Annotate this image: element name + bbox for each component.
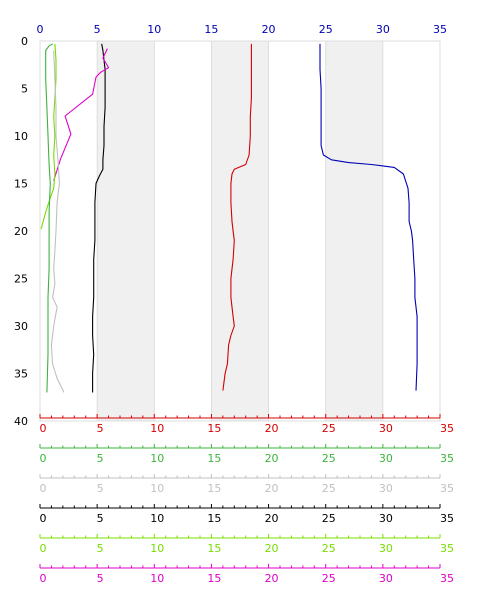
bottom-tick-label: 0 (40, 482, 47, 495)
series-line-6 (50, 50, 65, 393)
bottom-tick-label: 20 (265, 572, 279, 585)
bottom-axis-2: 0 5 10 15 20 25 30 35 (39, 474, 454, 495)
bottom-tick-label: 0 (40, 422, 47, 435)
bottom-tick-label: 25 (322, 422, 336, 435)
bottom-axis-4: 0 5 10 15 20 25 30 35 (39, 534, 454, 555)
left-tick-label: 5 (21, 83, 28, 96)
series-line-2 (92, 43, 106, 393)
bottom-axes: 0 5 10 15 20 25 30 35 0 5 10 15 20 25 30 35 0 5 10 15 20 25 30… (39, 414, 454, 585)
plot-frame (39, 40, 441, 422)
bottom-tick-label: 25 (322, 512, 336, 525)
top-tick-label: 10 (147, 23, 161, 36)
bottom-tick-label: 20 (265, 512, 279, 525)
bottom-tick-label: 30 (379, 422, 393, 435)
left-axis: 0 5 10 15 20 25 30 35 40 (14, 35, 28, 428)
bottom-tick-label: 35 (440, 422, 454, 435)
top-tick-label: 30 (376, 23, 390, 36)
bottom-tick-label: 20 (265, 422, 279, 435)
shaded-bands (96, 40, 384, 422)
bottom-tick-label: 25 (322, 482, 336, 495)
shaded-band-1 (211, 40, 269, 422)
bottom-tick-label: 30 (379, 452, 393, 465)
bottom-tick-label: 5 (97, 542, 104, 555)
left-tick-label: 30 (14, 320, 28, 333)
bottom-tick-label: 15 (207, 512, 221, 525)
bottom-tick-label: 10 (150, 422, 164, 435)
left-tick-label: 40 (14, 415, 28, 428)
bottom-tick-label: 30 (379, 482, 393, 495)
shaded-band-2 (325, 40, 384, 422)
bottom-axis-1: 0 5 10 15 20 25 30 35 (39, 444, 454, 465)
bottom-tick-label: 25 (322, 572, 336, 585)
series-line-0 (319, 43, 418, 391)
top-tick-label: 0 (37, 23, 44, 36)
top-tick-label: 5 (94, 23, 101, 36)
bottom-tick-label: 5 (97, 452, 104, 465)
left-tick-label: 15 (14, 178, 28, 191)
bottom-tick-label: 0 (40, 512, 47, 525)
top-tick-label: 25 (319, 23, 333, 36)
bottom-tick-label: 15 (207, 482, 221, 495)
bottom-tick-label: 35 (440, 512, 454, 525)
bottom-tick-label: 5 (97, 422, 104, 435)
bottom-tick-label: 15 (207, 542, 221, 555)
top-tick-label: 20 (262, 23, 276, 36)
bottom-tick-label: 30 (379, 512, 393, 525)
top-tick-label: 15 (204, 23, 218, 36)
bottom-tick-label: 5 (97, 482, 104, 495)
bottom-axis-3: 0 5 10 15 20 25 30 35 (39, 504, 454, 525)
left-tick-label: 0 (21, 35, 28, 48)
bottom-tick-label: 35 (440, 452, 454, 465)
bottom-tick-label: 35 (440, 572, 454, 585)
bottom-tick-label: 15 (207, 572, 221, 585)
bottom-tick-label: 15 (207, 422, 221, 435)
left-tick-label: 20 (14, 225, 28, 238)
bottom-tick-label: 25 (322, 542, 336, 555)
bottom-tick-label: 35 (440, 482, 454, 495)
bottom-tick-label: 20 (265, 542, 279, 555)
bottom-tick-label: 30 (379, 542, 393, 555)
bottom-axis-5: 0 5 10 15 20 25 30 35 (39, 564, 454, 585)
bottom-axis-0: 0 5 10 15 20 25 30 35 (39, 414, 454, 435)
bottom-tick-label: 10 (150, 572, 164, 585)
left-tick-label: 35 (14, 368, 28, 381)
left-tick-label: 25 (14, 273, 28, 286)
bottom-tick-label: 10 (150, 482, 164, 495)
bottom-tick-label: 10 (150, 542, 164, 555)
bottom-tick-label: 15 (207, 452, 221, 465)
bottom-tick-label: 35 (440, 542, 454, 555)
bottom-tick-label: 0 (40, 542, 47, 555)
bottom-tick-label: 25 (322, 452, 336, 465)
bottom-tick-label: 0 (40, 572, 47, 585)
bottom-tick-label: 5 (97, 512, 104, 525)
shaded-band-0 (96, 40, 155, 422)
bottom-tick-label: 5 (97, 572, 104, 585)
bottom-tick-label: 20 (265, 482, 279, 495)
series-line-1 (222, 43, 252, 391)
bottom-tick-label: 10 (150, 512, 164, 525)
bottom-tick-label: 30 (379, 572, 393, 585)
bottom-tick-label: 0 (40, 452, 47, 465)
left-tick-label: 10 (14, 130, 28, 143)
bottom-tick-label: 20 (265, 452, 279, 465)
series-line-3 (53, 48, 110, 181)
top-axis: 0 5 10 15 20 25 30 35 (37, 23, 448, 36)
series-layer (40, 43, 418, 393)
series-line-5 (45, 43, 53, 393)
top-tick-label: 35 (433, 23, 447, 36)
bottom-tick-label: 10 (150, 452, 164, 465)
